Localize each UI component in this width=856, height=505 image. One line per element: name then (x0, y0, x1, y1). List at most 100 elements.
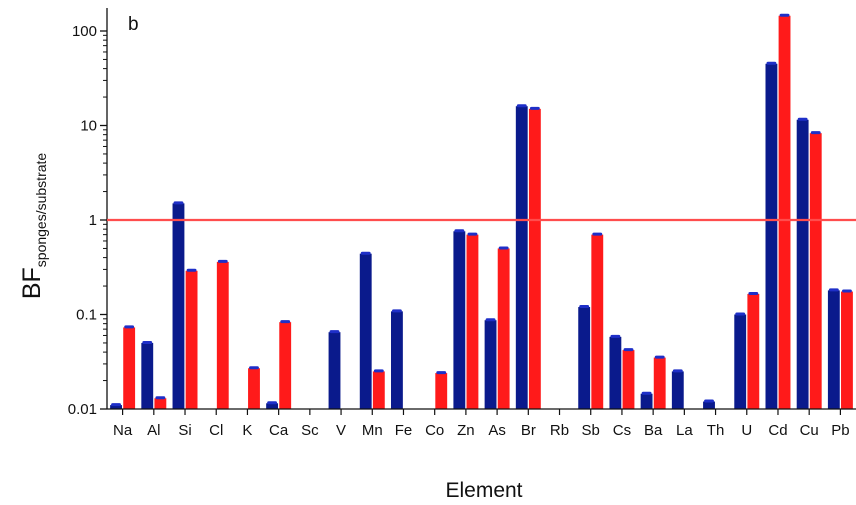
bar-ba-series-2 (653, 357, 666, 409)
bar-si-series-2 (185, 270, 198, 409)
error-cap-v-series-1 (329, 330, 340, 334)
bar-ca-series-2 (279, 322, 292, 409)
y-ticks: 100 10 1 0.1 0.01 (68, 23, 107, 418)
error-cap-na-series-2 (124, 325, 135, 329)
bar-as-series-1 (484, 320, 497, 409)
x-tick-label-cl: Cl (209, 422, 223, 439)
x-tick-label-rb: Rb (550, 422, 569, 439)
error-cap-cs-series-1 (610, 334, 621, 338)
bar-as-series-2 (497, 248, 510, 409)
error-cap-si-series-1 (173, 201, 184, 205)
y-axis-title-main: BF (18, 267, 46, 299)
x-tick-label-cd: Cd (768, 422, 787, 439)
x-ticks: Na Al Si Cl K Ca Sc V Mn Fe Co Zn As Br Rb Sb Cs Ba La Th U C… (113, 409, 850, 439)
error-cap-as-series-2 (498, 246, 509, 250)
bar-fe-series-1 (390, 311, 403, 409)
error-cap-br-series-2 (529, 106, 540, 110)
bar-mn-series-1 (359, 253, 372, 409)
x-tick-label-al: Al (147, 422, 160, 439)
error-cap-cl-series-2 (217, 259, 228, 263)
bar-co-series-2 (435, 373, 448, 409)
bar-u-series-1 (734, 314, 747, 409)
error-cap-cu-series-1 (797, 117, 808, 121)
x-tick-label-cu: Cu (800, 422, 819, 439)
bar-th-series-1 (703, 401, 715, 409)
bar-sb-series-1 (578, 307, 591, 409)
error-cap-cd-series-1 (766, 61, 777, 65)
error-cap-ba-series-2 (654, 355, 665, 359)
error-cap-ca-series-1 (267, 401, 278, 405)
x-tick-label-mn: Mn (362, 422, 383, 439)
bar-sb-series-2 (591, 234, 604, 409)
error-cap-br-series-1 (516, 104, 527, 108)
error-cap-al-series-1 (142, 340, 153, 344)
x-tick-label-na: Na (113, 422, 133, 439)
error-cap-al-series-2 (155, 396, 166, 400)
error-cap-co-series-2 (436, 371, 447, 375)
x-tick-label-sc: Sc (301, 422, 319, 439)
bar-pb-series-2 (841, 291, 853, 409)
y-tick-label: 10 (80, 118, 97, 135)
x-tick-label-pb: Pb (831, 422, 849, 439)
error-cap-k-series-2 (249, 366, 259, 370)
bar-zn-series-1 (453, 231, 466, 409)
error-cap-u-series-1 (735, 312, 746, 316)
x-tick-label-th: Th (707, 422, 725, 439)
x-tick-label-k: K (242, 422, 252, 439)
bar-na-series-2 (123, 327, 136, 409)
error-cap-sb-series-2 (592, 232, 603, 236)
error-cap-th-series-1 (704, 399, 714, 403)
x-tick-label-u: U (741, 422, 752, 439)
bar-br-series-2 (528, 108, 541, 409)
x-tick-label-sb: Sb (582, 422, 600, 439)
x-tick-label-ca: Ca (269, 422, 289, 439)
error-cap-mn-series-1 (360, 251, 371, 255)
y-axis-title: BFsponges/substrate (18, 153, 49, 300)
y-tick-label: 100 (72, 23, 97, 40)
error-cap-na-series-1 (111, 403, 121, 407)
bar-cu-series-1 (796, 119, 809, 410)
bar-cs-series-2 (622, 350, 635, 409)
bar-pb-series-1 (827, 290, 840, 409)
error-cap-ba-series-1 (641, 391, 652, 395)
bars-layer (110, 13, 853, 410)
error-cap-as-series-1 (485, 318, 496, 322)
x-tick-label-si: Si (178, 422, 191, 439)
x-tick-label-v: V (336, 422, 346, 439)
error-cap-cd-series-2 (779, 13, 790, 17)
x-tick-label-cs: Cs (613, 422, 631, 439)
y-tick-label: 1 (89, 212, 97, 229)
error-cap-fe-series-1 (391, 309, 402, 313)
bar-cs-series-1 (609, 336, 622, 409)
error-cap-mn-series-2 (373, 369, 384, 373)
bar-u-series-2 (747, 293, 760, 409)
x-tick-label-la: La (676, 422, 693, 439)
y-axis-title-sub: sponges/substrate (33, 153, 49, 268)
x-tick-label-br: Br (521, 422, 536, 439)
error-cap-la-series-1 (672, 369, 683, 373)
bar-la-series-1 (671, 371, 684, 409)
bar-cd-series-2 (778, 15, 791, 409)
bar-ca-series-1 (266, 403, 279, 409)
bar-si-series-1 (172, 203, 185, 409)
bar-cl-series-2 (216, 261, 229, 409)
bar-k-series-2 (248, 368, 260, 409)
error-cap-ca-series-2 (280, 320, 291, 324)
error-cap-zn-series-1 (454, 229, 465, 233)
panel-label: b (128, 14, 139, 35)
bar-br-series-1 (515, 106, 528, 409)
error-cap-si-series-2 (186, 268, 197, 272)
error-cap-zn-series-2 (467, 232, 478, 236)
error-cap-sb-series-1 (579, 305, 590, 309)
bar-v-series-1 (328, 332, 341, 409)
error-cap-cu-series-2 (810, 131, 821, 135)
x-tick-label-fe: Fe (395, 422, 413, 439)
bar-zn-series-2 (466, 234, 479, 409)
axes-layer (106, 8, 856, 410)
x-tick-label-as: As (488, 422, 506, 439)
bar-mn-series-2 (372, 371, 385, 409)
bar-cu-series-2 (809, 133, 822, 409)
error-cap-pb-series-2 (842, 289, 852, 293)
x-tick-label-zn: Zn (457, 422, 475, 439)
